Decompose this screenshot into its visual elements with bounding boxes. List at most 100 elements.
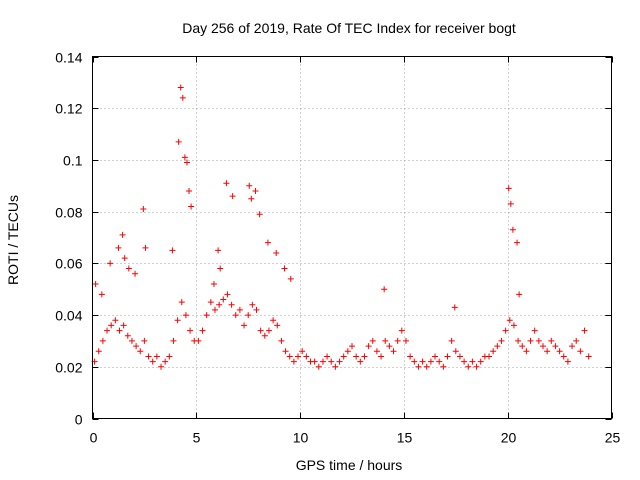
data-point bbox=[120, 322, 127, 329]
data-point bbox=[273, 250, 280, 257]
data-point bbox=[444, 353, 451, 360]
data-point bbox=[253, 306, 260, 313]
y-tick-label: 0.06 bbox=[55, 256, 82, 272]
x-tick-label: 15 bbox=[397, 430, 413, 446]
data-point bbox=[415, 363, 422, 370]
data-point bbox=[432, 353, 439, 360]
data-point bbox=[188, 203, 195, 210]
data-point bbox=[99, 337, 106, 344]
data-point bbox=[519, 343, 526, 350]
data-point bbox=[210, 281, 217, 288]
data-point bbox=[124, 332, 131, 339]
data-point bbox=[402, 337, 409, 344]
data-point bbox=[216, 301, 223, 308]
data-point bbox=[365, 343, 372, 350]
data-point bbox=[290, 358, 297, 365]
data-point bbox=[169, 247, 176, 254]
data-point bbox=[228, 301, 235, 308]
data-point bbox=[544, 348, 551, 355]
x-tick-label: 20 bbox=[501, 430, 517, 446]
data-point bbox=[303, 353, 310, 360]
data-point bbox=[175, 138, 182, 145]
data-point bbox=[107, 260, 114, 267]
data-point bbox=[149, 358, 156, 365]
data-point bbox=[264, 239, 271, 246]
data-point bbox=[340, 353, 347, 360]
y-tick-label: 0.12 bbox=[55, 101, 82, 117]
data-point bbox=[142, 244, 149, 251]
data-point bbox=[299, 348, 306, 355]
data-point bbox=[498, 337, 505, 344]
x-tick-labels: 0 5 10 15 20 25 bbox=[90, 430, 621, 446]
data-point bbox=[183, 159, 190, 166]
data-point bbox=[556, 348, 563, 355]
data-point bbox=[378, 353, 385, 360]
data-point bbox=[419, 358, 426, 365]
data-point bbox=[217, 265, 224, 272]
data-point bbox=[361, 353, 368, 360]
data-point bbox=[223, 180, 230, 187]
data-point bbox=[509, 226, 516, 233]
data-point bbox=[229, 193, 236, 200]
plot-frame bbox=[92, 56, 612, 419]
data-point bbox=[469, 358, 476, 365]
data-point bbox=[369, 337, 376, 344]
data-point bbox=[108, 322, 115, 329]
grid-lines bbox=[92, 56, 612, 419]
data-point bbox=[140, 206, 147, 213]
data-point bbox=[178, 299, 185, 306]
data-point bbox=[515, 337, 522, 344]
data-point bbox=[440, 363, 447, 370]
data-point bbox=[386, 343, 393, 350]
data-point bbox=[394, 337, 401, 344]
data-point bbox=[502, 327, 509, 334]
data-point bbox=[516, 291, 523, 298]
data-point bbox=[203, 312, 210, 319]
data-point bbox=[411, 358, 418, 365]
data-point bbox=[552, 343, 559, 350]
data-points bbox=[91, 84, 592, 370]
data-point bbox=[523, 348, 530, 355]
data-point bbox=[257, 327, 264, 334]
data-point bbox=[398, 327, 405, 334]
data-point bbox=[510, 322, 517, 329]
data-point bbox=[241, 322, 248, 329]
data-point bbox=[232, 312, 239, 319]
data-point bbox=[274, 322, 281, 329]
data-point bbox=[490, 348, 497, 355]
data-point bbox=[390, 348, 397, 355]
data-point bbox=[187, 327, 194, 334]
data-point bbox=[548, 337, 555, 344]
data-point bbox=[252, 187, 259, 194]
data-point bbox=[381, 286, 388, 293]
data-point bbox=[581, 327, 588, 334]
data-point bbox=[92, 281, 99, 288]
data-point bbox=[104, 327, 111, 334]
data-point bbox=[336, 358, 343, 365]
data-point bbox=[585, 353, 592, 360]
data-point bbox=[158, 363, 165, 370]
data-point bbox=[181, 154, 188, 161]
data-point bbox=[211, 306, 218, 313]
data-point bbox=[215, 247, 222, 254]
data-point bbox=[137, 348, 144, 355]
data-point bbox=[170, 337, 177, 344]
data-point bbox=[539, 343, 546, 350]
y-tick-label: 0.08 bbox=[55, 205, 82, 221]
x-tick-label: 0 bbox=[90, 430, 98, 446]
data-point bbox=[357, 358, 364, 365]
data-point bbox=[121, 255, 128, 262]
data-point bbox=[560, 353, 567, 360]
data-point bbox=[473, 363, 480, 370]
data-point bbox=[265, 327, 272, 334]
data-point bbox=[245, 312, 252, 319]
data-point bbox=[182, 312, 189, 319]
data-point bbox=[535, 337, 542, 344]
data-point bbox=[477, 358, 484, 365]
x-tick-label: 5 bbox=[193, 430, 201, 446]
data-point bbox=[236, 306, 243, 313]
chart-title: Day 256 of 2019, Rate Of TEC Index for r… bbox=[182, 20, 516, 36]
data-point bbox=[573, 337, 580, 344]
data-point bbox=[174, 317, 181, 324]
data-point bbox=[145, 353, 152, 360]
